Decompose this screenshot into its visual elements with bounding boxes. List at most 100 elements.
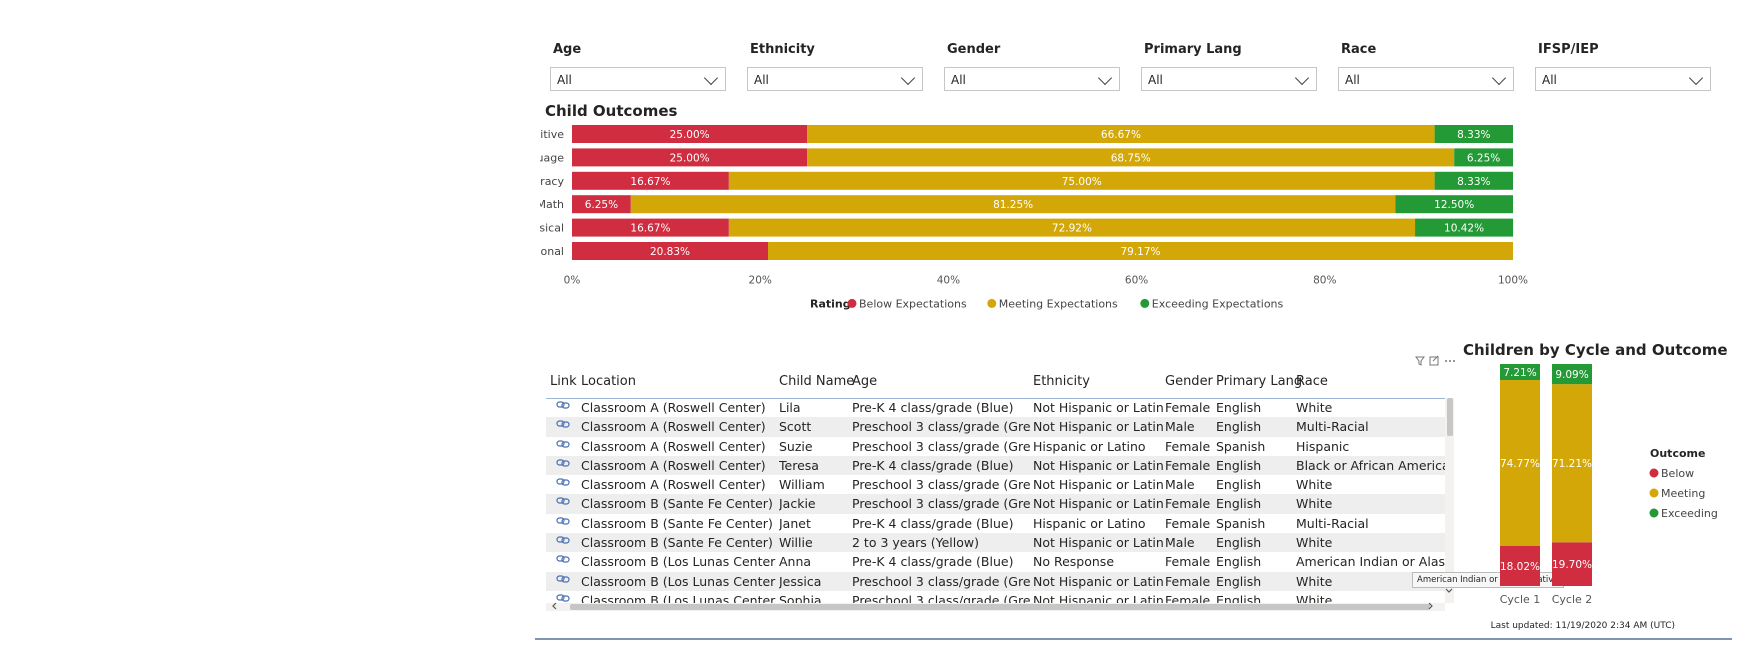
chevron-down-icon[interactable] bbox=[1491, 70, 1507, 86]
table-row[interactable]: Classroom B (Los Lunas Center) Sophia Pres… bbox=[546, 591, 1446, 605]
category-label: Cycle 2 bbox=[1552, 593, 1593, 606]
data-label: 79.17% bbox=[1120, 246, 1160, 258]
table-cell: Preschool 3 class/grade (Green) bbox=[852, 438, 1030, 454]
filter-value: All bbox=[951, 73, 966, 87]
table-row[interactable]: Classroom A (Roswell Center) Teresa Pre-K … bbox=[546, 455, 1446, 476]
filter-dropdown-age[interactable]: All bbox=[550, 67, 726, 91]
chevron-down-icon[interactable] bbox=[900, 70, 916, 86]
data-label: 9.09% bbox=[1555, 369, 1588, 381]
table-row[interactable]: Classroom B (Sante Fe Center) Jackie Presc… bbox=[546, 494, 1446, 514]
column-header-primary-lang[interactable]: Primary Lang bbox=[1216, 374, 1303, 389]
table-cell: Spanish bbox=[1216, 438, 1266, 454]
table-row[interactable]: Classroom B (Sante Fe Center) Janet Pre-K … bbox=[546, 514, 1446, 533]
footer-divider bbox=[535, 638, 1732, 640]
link-icon[interactable] bbox=[556, 593, 570, 603]
table-cell: Lila bbox=[779, 400, 801, 415]
bar-segment bbox=[1395, 195, 1513, 214]
link-icon[interactable] bbox=[556, 574, 570, 584]
link-icon[interactable] bbox=[556, 554, 570, 564]
scroll-right-icon[interactable] bbox=[1425, 601, 1435, 611]
child-outcomes-title: Child Outcomes bbox=[545, 102, 678, 120]
more-options-icon[interactable] bbox=[1445, 360, 1455, 362]
column-header-ethnicity[interactable]: Ethnicity bbox=[1033, 374, 1090, 389]
table-row[interactable]: Classroom A (Roswell Center) William Presc… bbox=[546, 475, 1446, 494]
table-cell: Hispanic or Latino bbox=[1033, 438, 1146, 454]
filter-dropdown-ethnicity[interactable]: All bbox=[747, 67, 923, 91]
bar-segment bbox=[1454, 148, 1513, 167]
data-label: 6.25% bbox=[1467, 152, 1500, 164]
filter-icon[interactable] bbox=[1415, 356, 1425, 366]
table-cell: Not Hispanic or Latino bbox=[1033, 419, 1163, 435]
x-tick-label: 80% bbox=[1313, 274, 1336, 286]
table-cell: Not Hispanic or Latino bbox=[1033, 496, 1163, 512]
focus-mode-icon[interactable] bbox=[1429, 355, 1439, 366]
table-cell: English bbox=[1216, 457, 1262, 473]
filter-label-age: Age bbox=[553, 42, 582, 57]
cycle-chart-title: Children by Cycle and Outcome bbox=[1463, 341, 1728, 359]
column-header-gender[interactable]: Gender bbox=[1165, 374, 1213, 389]
category-label: Cycle 1 bbox=[1500, 593, 1541, 606]
legend-label: Below Expectations bbox=[859, 297, 967, 310]
table-cell: Multi-Racial bbox=[1296, 515, 1369, 531]
bar-segment bbox=[1434, 171, 1513, 190]
scroll-down-icon[interactable] bbox=[1444, 585, 1454, 595]
legend-title: Outcome bbox=[1650, 447, 1705, 460]
table-row[interactable]: Classroom B (Sante Fe Center) Willie 2 to … bbox=[546, 533, 1446, 553]
chevron-down-icon[interactable] bbox=[703, 70, 719, 86]
table-row[interactable]: Classroom A (Roswell Center) Suzie Prescho… bbox=[546, 437, 1446, 456]
bar-segment bbox=[1552, 364, 1592, 385]
vertical-scrollbar-track[interactable] bbox=[1445, 398, 1454, 603]
data-label: 18.02% bbox=[1500, 561, 1540, 573]
link-icon[interactable] bbox=[556, 477, 570, 487]
table-cell: White bbox=[1296, 592, 1333, 605]
scroll-left-icon[interactable] bbox=[550, 601, 560, 611]
vertical-scrollbar-thumb[interactable] bbox=[1447, 398, 1453, 436]
link-icon[interactable] bbox=[556, 400, 570, 410]
link-icon[interactable] bbox=[556, 535, 570, 545]
column-header-race[interactable]: Race bbox=[1296, 374, 1328, 389]
table-cell: Female bbox=[1165, 554, 1211, 570]
chevron-down-icon[interactable] bbox=[1688, 70, 1704, 86]
table-cell: Preschool 3 class/grade (Green) bbox=[852, 592, 1030, 605]
table-cell: No Response bbox=[1033, 554, 1115, 570]
table-cell: Female bbox=[1165, 400, 1211, 415]
filter-dropdown-ifsp-iep[interactable]: All bbox=[1535, 67, 1711, 91]
table-cell: Female bbox=[1165, 515, 1211, 531]
table-cell: Multi-Racial bbox=[1296, 419, 1369, 435]
link-icon[interactable] bbox=[556, 439, 570, 449]
table-cell: Janet bbox=[779, 515, 811, 531]
table-row[interactable]: Classroom B (Los Lunas Center) Anna Pre-K … bbox=[546, 552, 1446, 571]
filter-value: All bbox=[1542, 73, 1557, 87]
column-header-child-name[interactable]: Child Name bbox=[779, 374, 855, 389]
data-label: 74.77% bbox=[1500, 458, 1540, 470]
table-cell: English bbox=[1216, 496, 1262, 512]
link-icon[interactable] bbox=[556, 516, 570, 526]
column-header-location[interactable]: Location bbox=[581, 374, 636, 389]
horizontal-scrollbar-thumb[interactable] bbox=[570, 604, 1430, 610]
legend-label: Exceeding bbox=[1661, 507, 1718, 520]
column-header-link[interactable]: Link bbox=[550, 374, 577, 389]
column-header-age[interactable]: Age bbox=[852, 374, 878, 389]
table-body: Classroom A (Roswell Center) Lila Pre-K 4 … bbox=[546, 398, 1446, 605]
link-icon[interactable] bbox=[556, 419, 570, 429]
table-row[interactable]: Classroom B (Los Lunas Center) Jessica Pre… bbox=[546, 571, 1446, 591]
bar-segment bbox=[572, 171, 729, 190]
filter-label-ethnicity: Ethnicity bbox=[750, 42, 815, 57]
table-cell: Scott bbox=[779, 419, 812, 435]
table-row[interactable]: Classroom A (Roswell Center) Scott Prescho… bbox=[546, 417, 1446, 437]
chevron-down-icon[interactable] bbox=[1294, 70, 1310, 86]
filter-dropdown-race[interactable]: All bbox=[1338, 67, 1514, 91]
link-icon[interactable] bbox=[556, 458, 570, 468]
category-label: Physical bbox=[540, 222, 564, 235]
filter-dropdown-primary-lang[interactable]: All bbox=[1141, 67, 1317, 91]
table-cell: Classroom B (Los Lunas Center) bbox=[581, 573, 776, 589]
table-cell: Pre-K 4 class/grade (Blue) bbox=[852, 554, 1014, 570]
legend-marker bbox=[1649, 468, 1659, 478]
link-icon[interactable] bbox=[556, 496, 570, 506]
chevron-down-icon[interactable] bbox=[1097, 70, 1113, 86]
filter-label-ifsp-iep: IFSP/IEP bbox=[1538, 42, 1599, 57]
category-label: Cognitive bbox=[540, 128, 564, 141]
data-label: 25.00% bbox=[670, 129, 710, 141]
filter-dropdown-gender[interactable]: All bbox=[944, 67, 1120, 91]
table-row[interactable]: Classroom A (Roswell Center) Lila Pre-K 4 … bbox=[546, 398, 1446, 417]
